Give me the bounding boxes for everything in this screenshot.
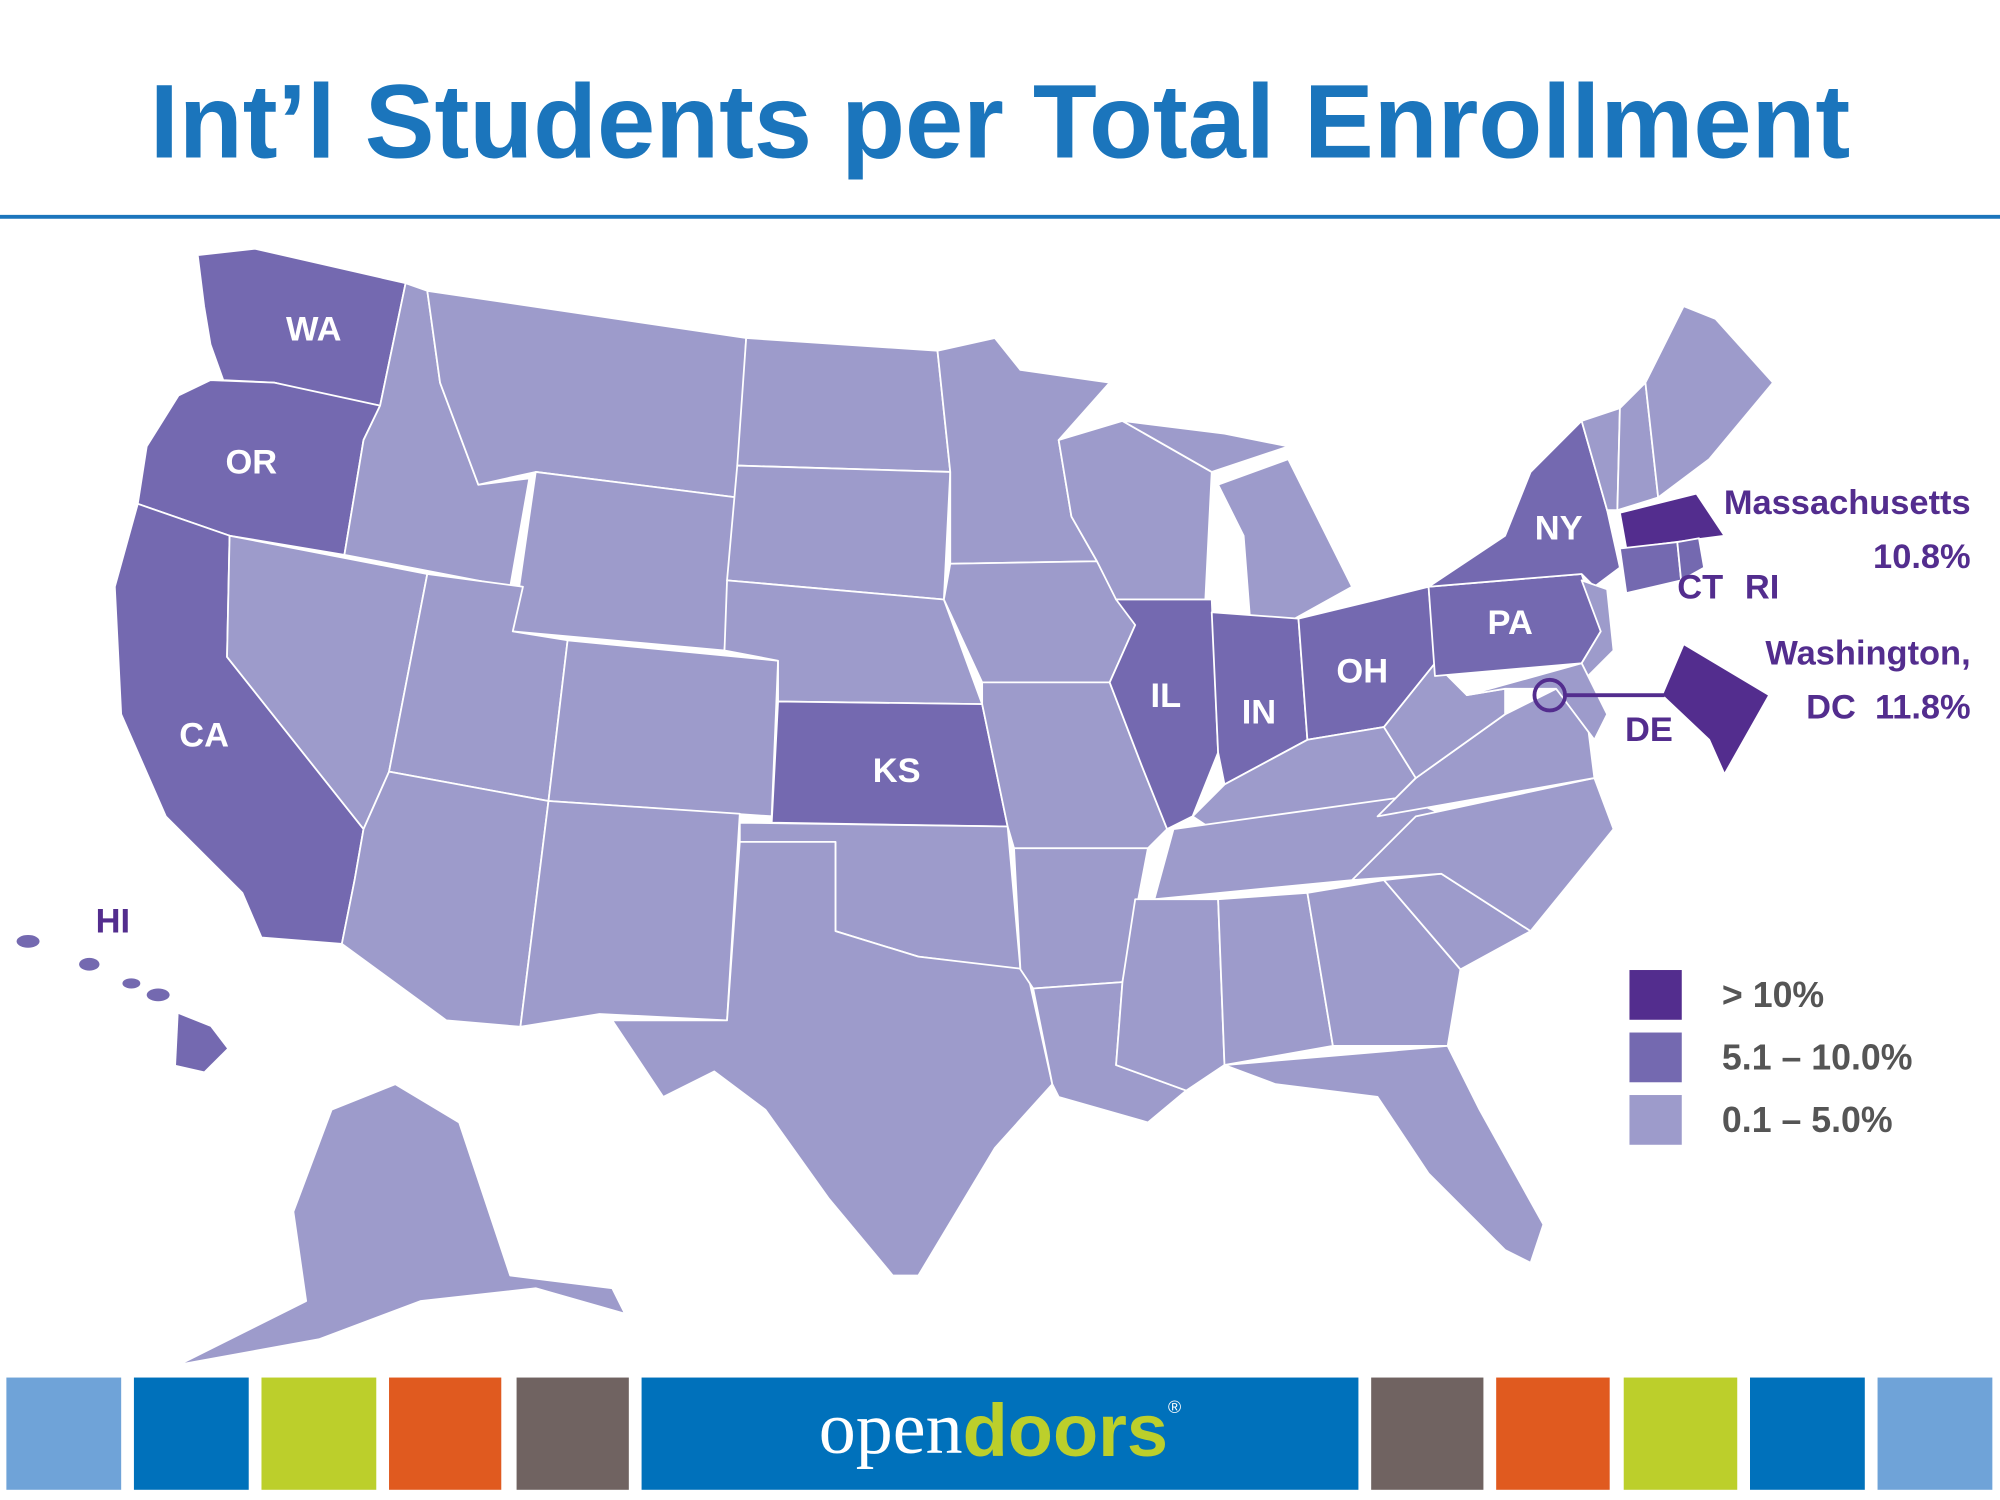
label-oh: OH — [1336, 653, 1388, 691]
logo-mark: ® — [1168, 1397, 1181, 1417]
logo-doors: doors — [963, 1389, 1168, 1472]
label-ct: CT — [1677, 568, 1723, 606]
state-me — [1644, 305, 1774, 499]
state-nd — [736, 337, 952, 473]
title: Int’l Students per Total Enrollment — [150, 64, 1850, 181]
state-tx — [611, 840, 1054, 1277]
tile-green — [261, 1377, 377, 1490]
footer: opendoors® — [6, 1377, 1993, 1490]
state-ct — [1619, 541, 1683, 595]
tile-orange — [389, 1377, 502, 1490]
state-md-de — [1465, 662, 1609, 741]
tile-blue — [1750, 1377, 1865, 1490]
tile-gray — [1371, 1377, 1484, 1490]
label-hi: HI — [96, 903, 130, 941]
tile-world — [1877, 1377, 1993, 1490]
legend-swatch — [1628, 1031, 1684, 1084]
legend-label: > 10% — [1722, 975, 1824, 1015]
dc-value: DC 11.8% — [1806, 688, 1971, 726]
label-in: IN — [1242, 693, 1276, 731]
state-mt — [426, 289, 748, 499]
legend-label: 5.1 – 10.0% — [1722, 1037, 1913, 1077]
state-az — [340, 770, 550, 1028]
label-ny: NY — [1535, 510, 1583, 548]
state-nc — [1351, 777, 1615, 933]
state-hi — [16, 934, 228, 1072]
tile-logo — [641, 1377, 1359, 1490]
label-pa: PA — [1488, 604, 1533, 642]
dc-name: Washington, — [1765, 635, 1970, 673]
legend: > 10% 5.1 – 10.0% 0.1 – 5.0% — [1628, 968, 1913, 1147]
state-ri — [1676, 537, 1705, 582]
label-il: IL — [1151, 677, 1182, 715]
state-mi-upper — [1121, 420, 1290, 473]
tile-blue — [133, 1377, 249, 1490]
label-or: OR — [225, 443, 277, 481]
tile-world — [6, 1377, 122, 1490]
label-ks: KS — [873, 752, 921, 790]
state-wy — [511, 471, 739, 652]
ma-value: 10.8% — [1873, 538, 1971, 576]
logo-open: open — [819, 1388, 963, 1470]
state-ak — [177, 1083, 626, 1366]
state-mi — [1217, 458, 1353, 620]
state-sd — [726, 464, 952, 601]
state-or — [136, 379, 381, 556]
dc-enlarged — [1661, 643, 1771, 776]
state-nm — [519, 800, 741, 1028]
label-ca: CA — [179, 716, 229, 754]
state-fl — [1223, 1045, 1545, 1264]
label-ri: RI — [1745, 568, 1779, 606]
tile-orange — [1496, 1377, 1610, 1490]
legend-swatch — [1628, 968, 1684, 1022]
logo: opendoors® — [819, 1388, 1181, 1472]
label-de: DE — [1625, 711, 1673, 749]
legend-label: 0.1 – 5.0% — [1722, 1100, 1893, 1140]
tile-green — [1623, 1377, 1738, 1490]
legend-swatch — [1628, 1093, 1684, 1147]
state-ma — [1619, 492, 1726, 550]
tile-gray — [516, 1377, 629, 1490]
state-labels: WA OR CA HI KS IL IN OH PA NY CT RI DE — [96, 311, 1780, 941]
state-co — [547, 639, 779, 818]
label-wa: WA — [286, 311, 341, 349]
state-ga — [1306, 879, 1462, 1047]
state-ms — [1115, 898, 1226, 1092]
us-map — [16, 247, 1774, 1366]
callouts: Massachusetts 10.8% Washington, DC 11.8% — [1724, 484, 1971, 726]
ma-name: Massachusetts — [1724, 484, 1971, 522]
